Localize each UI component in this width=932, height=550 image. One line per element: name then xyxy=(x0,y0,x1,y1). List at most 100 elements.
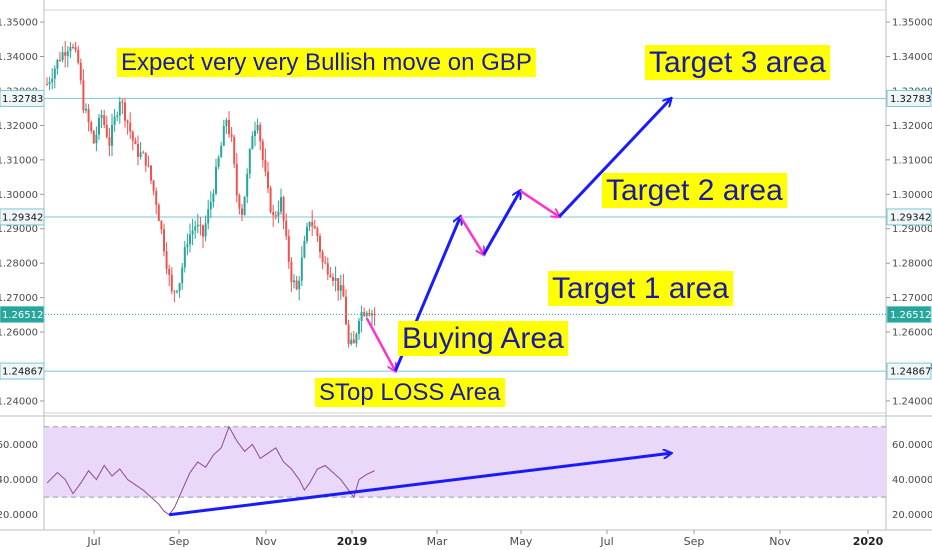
level-label-left: 1.29342 xyxy=(2,212,43,223)
y-tick-label-left: 1.28000 xyxy=(0,259,38,270)
candle-body xyxy=(280,197,282,212)
candle-body xyxy=(85,108,87,111)
candle-body xyxy=(194,226,197,231)
rsi-trendline-arrow xyxy=(169,453,671,517)
rsi-tick-label-right: 20.0000 xyxy=(892,510,932,521)
y-tick-label-left: 1.24000 xyxy=(0,396,38,407)
y-tick-label-left: 1.34000 xyxy=(0,52,38,63)
candle-body xyxy=(272,212,275,216)
candle-body xyxy=(131,131,134,141)
candle-body xyxy=(355,333,358,344)
candle-body xyxy=(235,163,238,196)
candle-body xyxy=(313,226,316,229)
candle-body xyxy=(183,247,186,268)
annotation-text: Buying Area xyxy=(402,322,564,355)
candle-body xyxy=(209,201,212,210)
candle-body xyxy=(243,196,246,215)
level-label-right: 1.32783 xyxy=(890,94,931,105)
candle-body xyxy=(290,261,293,283)
candle-body xyxy=(282,197,285,221)
candle-body xyxy=(176,290,178,292)
y-tick-label-left: 1.32000 xyxy=(0,121,38,132)
candle-body xyxy=(56,59,59,69)
level-badge-right xyxy=(886,305,932,323)
x-tick-label: 2019 xyxy=(337,535,368,548)
annotation: Target 1 area xyxy=(548,271,734,306)
y-tick-label-right: 1.31000 xyxy=(892,155,932,166)
candle-body xyxy=(248,149,251,174)
annotation: Target 2 area xyxy=(602,173,788,208)
candle-body xyxy=(319,236,321,253)
candle-body xyxy=(300,257,303,281)
candle-body xyxy=(46,84,48,86)
y-tick-label-right: 1.26000 xyxy=(892,328,932,339)
candle-body xyxy=(90,122,93,132)
candle-body xyxy=(79,62,82,81)
candle-body xyxy=(342,285,345,297)
level-badge-right xyxy=(886,208,932,226)
candle-body xyxy=(267,171,269,189)
candle-body xyxy=(59,59,61,61)
annotation: Target 3 area xyxy=(645,45,831,80)
y-tick-label-right: 1.29000 xyxy=(892,224,932,235)
candle-body xyxy=(311,221,314,227)
rsi-tick-label-left: 20.0000 xyxy=(0,510,38,521)
level-label-left: 1.24867 xyxy=(2,367,43,378)
candle-body xyxy=(129,122,132,132)
level-badge-left xyxy=(0,208,45,226)
candle-body xyxy=(303,240,306,258)
candle-body xyxy=(207,209,210,224)
candle-body xyxy=(316,228,319,237)
annotation-text: Target 2 area xyxy=(606,174,783,207)
candle-body xyxy=(277,211,280,216)
annotation-background xyxy=(117,48,536,77)
candle-body xyxy=(220,145,223,158)
candle-body xyxy=(147,165,150,167)
candle-body xyxy=(238,195,241,209)
candle-body xyxy=(371,313,373,316)
candle-body xyxy=(134,140,137,145)
candle-body xyxy=(121,101,124,103)
annotation-background xyxy=(315,378,506,407)
y-tick-label-right: 1.27000 xyxy=(892,293,932,304)
candle-body xyxy=(352,339,355,344)
projection-arrow-pink xyxy=(459,216,483,255)
candle-body xyxy=(321,252,324,263)
candle-body xyxy=(334,278,337,281)
projection-arrow-pink xyxy=(519,189,559,217)
candle-body xyxy=(168,268,171,275)
candle-body xyxy=(178,283,181,291)
level-label-right: 1.29342 xyxy=(890,212,931,223)
y-tick-label-left: 1.27000 xyxy=(0,293,38,304)
candle-body xyxy=(259,124,262,142)
candle-body xyxy=(124,102,126,121)
candle-body xyxy=(230,134,233,137)
candle-body xyxy=(170,274,173,292)
x-tick-label: Jul xyxy=(86,535,100,548)
candle-body xyxy=(345,296,347,325)
candle-body xyxy=(113,116,116,125)
candle-body xyxy=(108,137,111,146)
annotation-text: Expect very very Bullish move on GBP xyxy=(121,49,532,76)
candle-body xyxy=(326,263,329,275)
y-tick-label-right: 1.35000 xyxy=(892,18,932,29)
candle-body xyxy=(373,313,376,316)
candle-body xyxy=(251,136,254,150)
candle-body xyxy=(61,52,64,61)
level-label-left: 1.32783 xyxy=(2,94,43,105)
candle-body xyxy=(287,236,290,262)
annotation-background xyxy=(548,271,734,306)
candle-body xyxy=(324,262,327,264)
candle-body xyxy=(365,312,368,316)
level-badge-left xyxy=(0,89,45,107)
candle-body xyxy=(72,47,74,49)
candle-body xyxy=(274,215,277,217)
candle-body xyxy=(256,124,259,131)
candle-body xyxy=(173,291,176,293)
candle-body xyxy=(337,278,340,291)
rsi-tick-label-right: 60.0000 xyxy=(892,440,932,451)
candle-body xyxy=(150,165,152,181)
candle-body xyxy=(157,204,160,222)
annotation-background xyxy=(645,45,831,80)
annotation: Expect very very Bullish move on GBP xyxy=(117,48,536,77)
